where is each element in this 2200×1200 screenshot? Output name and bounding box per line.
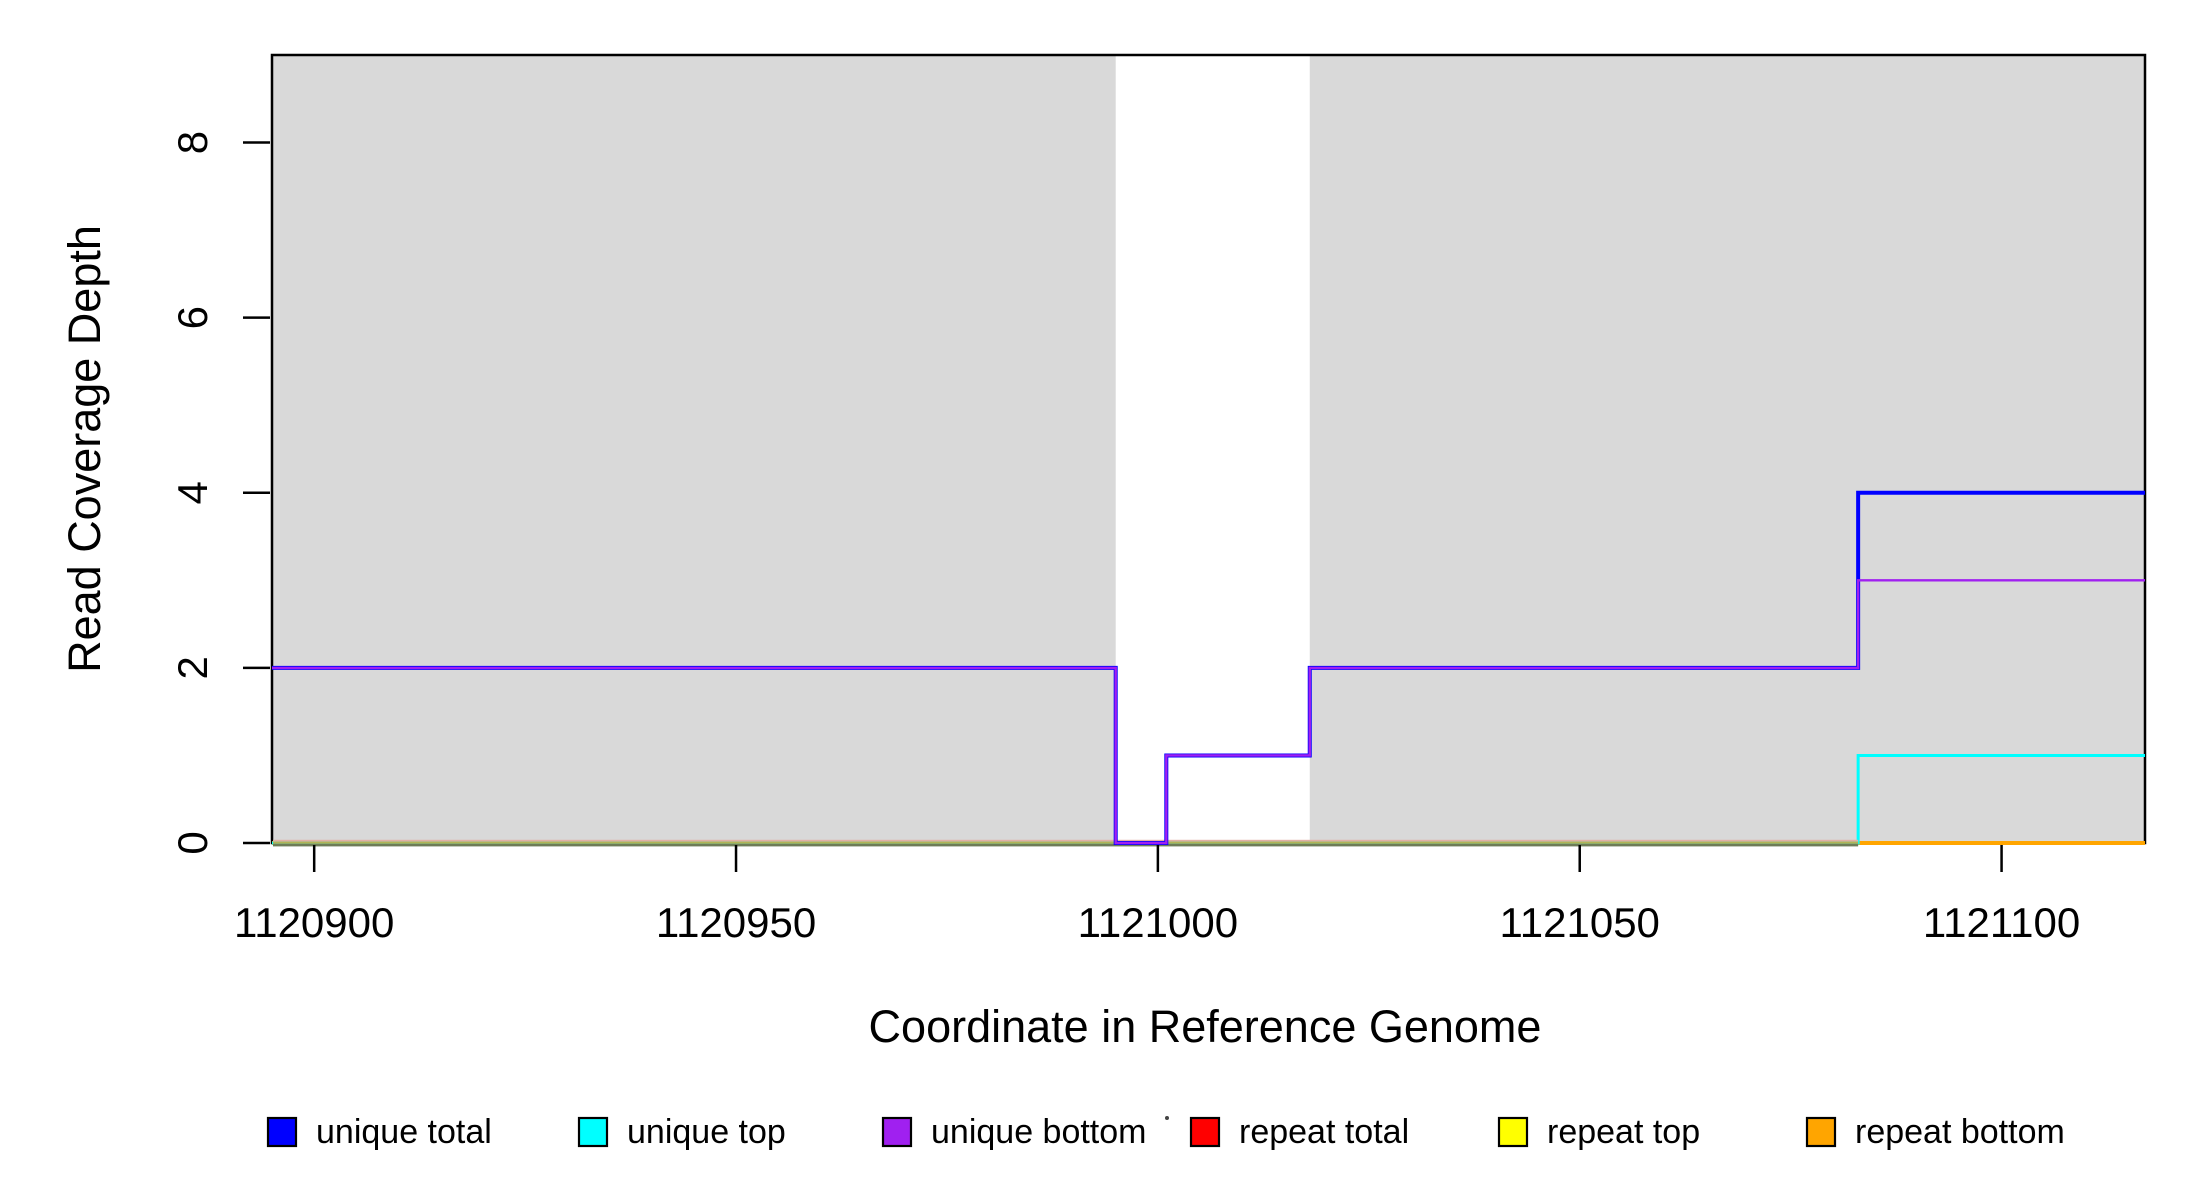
series-layer xyxy=(272,490,2145,847)
legend-item-repeat-bottom: repeat bottom xyxy=(1805,1113,2065,1151)
y-tick-label: 4 xyxy=(169,481,216,504)
baseline-blend-yellow xyxy=(273,841,1859,844)
plot-background-layer xyxy=(272,55,2145,843)
legend-label: unique total xyxy=(316,1113,492,1151)
legend-swatch-unique-top xyxy=(577,1116,609,1148)
x-axis-title: Coordinate in Reference Genome xyxy=(869,1001,1542,1052)
legend-swatch-repeat-bottom xyxy=(1805,1116,1837,1148)
legend-label: repeat top xyxy=(1547,1113,1700,1151)
baseline-blend-dark xyxy=(273,843,1859,847)
y-tick-label: 2 xyxy=(169,656,216,679)
x-tick-label: 1121000 xyxy=(1078,899,1238,946)
legend-item-unique-bottom: unique bottom xyxy=(881,1113,1147,1151)
y-axis-title: Read Coverage Depth xyxy=(59,225,110,673)
x-tick-label: 1120950 xyxy=(656,899,816,946)
x-tick-label: 1120900 xyxy=(234,899,394,946)
legend-label: repeat bottom xyxy=(1855,1113,2065,1151)
legend-swatch-unique-total xyxy=(266,1116,298,1148)
series-unique-bottom xyxy=(272,579,2145,845)
legend-item-repeat-total: repeat total xyxy=(1189,1113,1409,1151)
axis-titles-layer: Coordinate in Reference Genome Read Cove… xyxy=(59,225,1541,1052)
x-tick-label: 1121050 xyxy=(1500,899,1660,946)
gap-region xyxy=(1115,55,1310,843)
legend-item-unique-top: unique top xyxy=(577,1113,786,1151)
legend-swatch-repeat-top xyxy=(1497,1116,1529,1148)
legend-label: unique top xyxy=(627,1113,786,1151)
y-tick-label: 0 xyxy=(169,831,216,854)
stray-mark xyxy=(1165,1116,1169,1120)
legend-item-unique-total: unique total xyxy=(266,1113,492,1151)
legend-swatch-unique-bottom xyxy=(881,1116,913,1148)
y-tick-label: 8 xyxy=(169,131,216,154)
legend-item-repeat-top: repeat top xyxy=(1497,1113,1700,1151)
legend-swatch-repeat-total xyxy=(1189,1116,1221,1148)
legend-label: repeat total xyxy=(1239,1113,1409,1151)
legend: unique total unique top unique bottom repea… xyxy=(266,1113,2065,1151)
x-tick-label: 1121100 xyxy=(1923,899,2080,946)
baseline-blend-red xyxy=(273,839,1859,842)
y-tick-label: 6 xyxy=(169,306,216,329)
axes-layer: 1120900 1120950 1121000 1121050 1121100 0 2 4 6 8 xyxy=(169,131,2080,946)
legend-label: unique bottom xyxy=(931,1113,1147,1151)
